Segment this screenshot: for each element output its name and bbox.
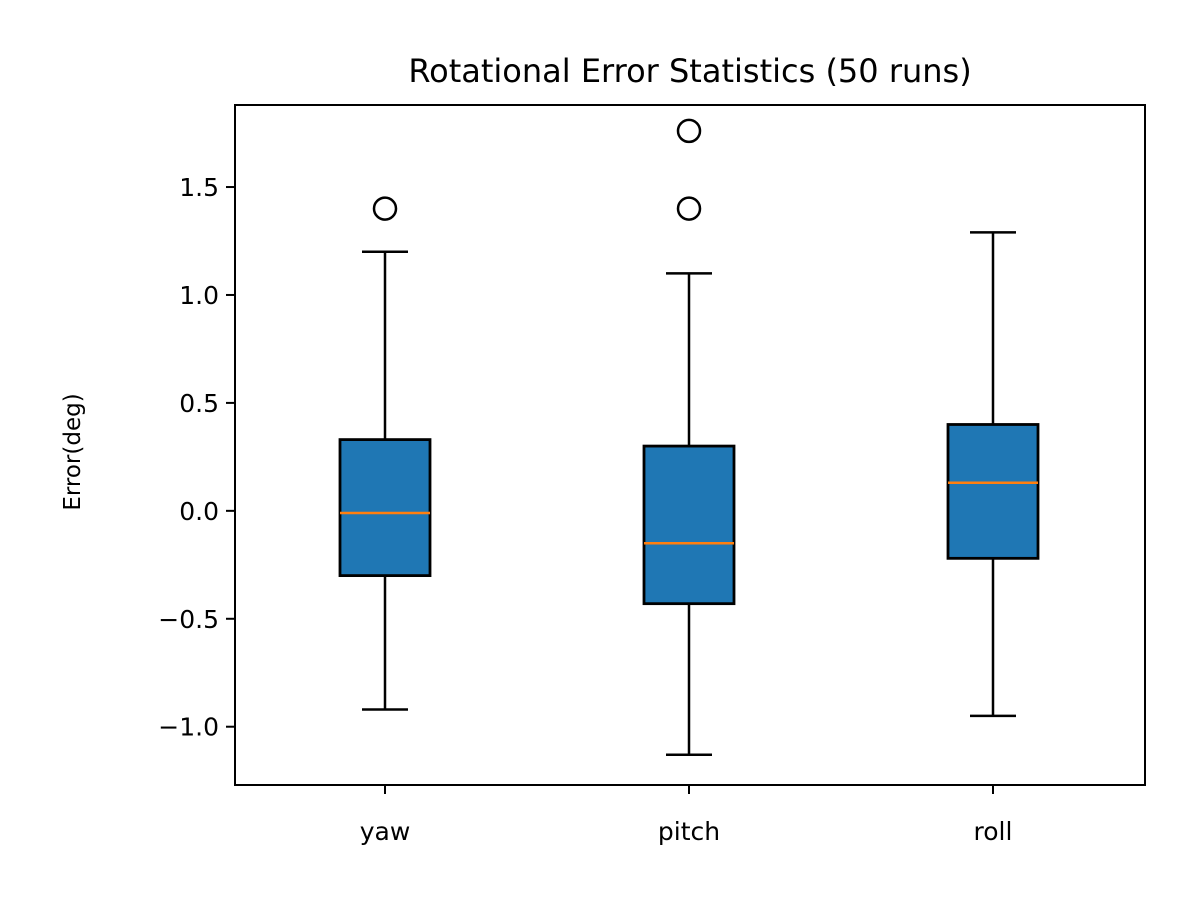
y-axis-label-group: Error(deg) — [60, 393, 86, 510]
box-pitch — [642, 444, 736, 606]
x-tick-label-yaw: yaw — [360, 817, 411, 846]
y-tick-label-2: 1.0 — [179, 281, 219, 310]
y-tick-label-4: 0.0 — [179, 497, 219, 526]
chart-title: Rotational Error Statistics (50 runs) — [408, 52, 971, 90]
box-yaw — [338, 438, 432, 578]
x-tick-label-roll: roll — [974, 817, 1013, 846]
plot-area: 1.5 1.0 0.5 0.0 −0.5 −1.0 yaw pitch roll — [158, 104, 1146, 846]
outlier-pitch-2 — [676, 118, 702, 144]
y-tick-label-1: 1.5 — [179, 173, 219, 202]
x-tick-label-pitch: pitch — [658, 817, 720, 846]
outlier-yaw-1 — [372, 196, 398, 221]
y-tick-label-6: −1.0 — [158, 713, 219, 742]
outlier-pitch-1 — [676, 196, 702, 221]
y-tick-label-5: −0.5 — [158, 605, 219, 634]
box-roll — [946, 423, 1040, 560]
y-axis-label: Error(deg) — [60, 393, 86, 510]
y-tick-label-3: 0.5 — [179, 389, 219, 418]
